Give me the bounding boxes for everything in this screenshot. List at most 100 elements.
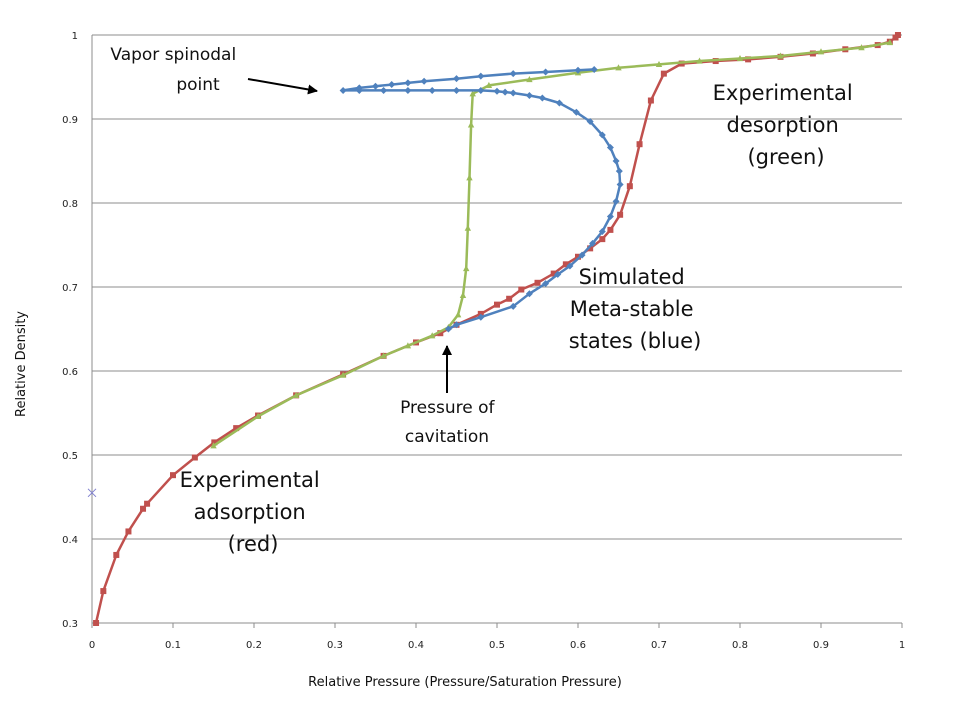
annotation-line: cavitation	[405, 427, 489, 447]
x-tick-label: 0	[89, 640, 95, 651]
data-point	[590, 65, 598, 73]
svg-text:Pressure of cavitation: Pressure of cavitation	[400, 398, 500, 447]
data-point	[454, 311, 462, 318]
data-point	[555, 99, 563, 107]
data-point	[578, 251, 586, 259]
data-point	[534, 279, 541, 286]
data-point	[525, 91, 533, 99]
data-point	[509, 302, 517, 310]
data-point	[453, 75, 460, 83]
data-point	[493, 87, 501, 95]
data-point	[655, 60, 663, 67]
annotation-line: Meta-stable	[570, 297, 694, 321]
annotation-simulated: Simulated Meta-stable states (blue)	[569, 265, 702, 353]
data-point	[542, 280, 550, 288]
annotation-desorption: Experimental desorption (green)	[713, 81, 860, 169]
data-point	[506, 295, 513, 302]
data-point	[404, 86, 412, 94]
x-tick-label: 0.1	[165, 640, 181, 651]
data-point	[444, 325, 452, 333]
data-point	[453, 321, 460, 329]
y-tick-label: 0.4	[62, 535, 78, 546]
data-point	[626, 183, 633, 190]
data-point	[586, 118, 594, 126]
y-tick-label: 0.9	[62, 115, 78, 126]
data-point	[464, 224, 472, 231]
data-point	[254, 412, 262, 419]
x-tick-label: 0.7	[651, 640, 667, 651]
data-point	[598, 228, 606, 236]
data-point	[777, 52, 784, 59]
data-point	[233, 425, 240, 432]
data-point	[404, 79, 412, 87]
data-point	[477, 86, 485, 94]
y-axis-title: Relative Density	[14, 311, 29, 417]
data-point	[453, 86, 460, 94]
data-point	[538, 94, 546, 102]
data-point	[612, 197, 620, 205]
svg-text:Experimental adsorption: Experimental adsorption (red)	[180, 468, 327, 556]
data-point	[125, 528, 132, 535]
annotation-line: Pressure of	[400, 398, 495, 418]
data-point	[339, 86, 347, 94]
data-point	[339, 371, 347, 378]
data-point	[459, 291, 467, 298]
annotation-line: adsorption	[194, 500, 306, 524]
y-tick-label: 0.3	[62, 619, 78, 630]
data-point	[589, 239, 597, 247]
x-tick-label: 0.3	[327, 640, 343, 651]
data-point	[437, 330, 444, 337]
data-point	[191, 454, 198, 461]
annotation-vapor-spinodal: Vapor spinodal point	[110, 45, 318, 95]
data-point	[485, 81, 493, 88]
data-point	[817, 48, 825, 55]
data-point	[606, 212, 614, 220]
data-point	[525, 290, 533, 298]
data-point	[526, 76, 533, 83]
data-point	[599, 236, 606, 243]
data-point	[696, 57, 703, 64]
series-1	[210, 39, 894, 449]
data-point	[355, 84, 363, 92]
data-point	[477, 313, 485, 321]
annotation-line: point	[176, 75, 220, 95]
data-point	[100, 588, 107, 595]
x-tick-label: 0.8	[732, 640, 748, 651]
tick-labels: 0.3 0.4 0.5 0.6 0.7 0.8 0.9 1 0 0.1 0.2 0.3 0.4 0.5 0.…	[62, 31, 905, 651]
data-point	[745, 56, 752, 63]
svg-text:Simulated Meta-stable: Simulated Meta-stable states (blue)	[569, 265, 702, 353]
annotation-line: desorption	[727, 113, 839, 137]
data-point	[429, 332, 436, 339]
svg-text:Experimental desorption: Experimental desorption (green)	[713, 81, 860, 169]
data-point	[404, 342, 412, 349]
data-point	[606, 144, 614, 152]
data-point	[466, 174, 473, 181]
data-point	[574, 66, 582, 74]
x-tick-label: 0.5	[489, 640, 505, 651]
data-point	[660, 70, 667, 77]
data-point	[615, 167, 623, 175]
annotation-line: Experimental	[713, 81, 853, 105]
data-point	[388, 81, 396, 89]
series-group	[87, 32, 901, 626]
annotation-cavitation: Pressure of cavitation	[400, 345, 500, 447]
stray-point	[87, 488, 97, 498]
data-point	[607, 226, 614, 233]
svg-text:Vapor spinodal point: Vapor spinodal point	[110, 45, 241, 95]
series-2	[339, 65, 624, 333]
data-point	[509, 89, 517, 97]
data-point	[509, 70, 517, 78]
series-line	[212, 41, 892, 448]
data-point	[617, 211, 624, 218]
data-point	[170, 472, 176, 479]
data-point	[420, 77, 428, 85]
data-point	[380, 352, 387, 359]
data-point	[501, 88, 509, 96]
annotation-line: (green)	[747, 145, 824, 169]
data-point	[467, 121, 475, 128]
data-point	[518, 286, 525, 293]
data-point	[886, 39, 894, 46]
data-point	[463, 265, 470, 272]
data-point	[140, 505, 147, 512]
annotation-line: (red)	[228, 532, 279, 556]
